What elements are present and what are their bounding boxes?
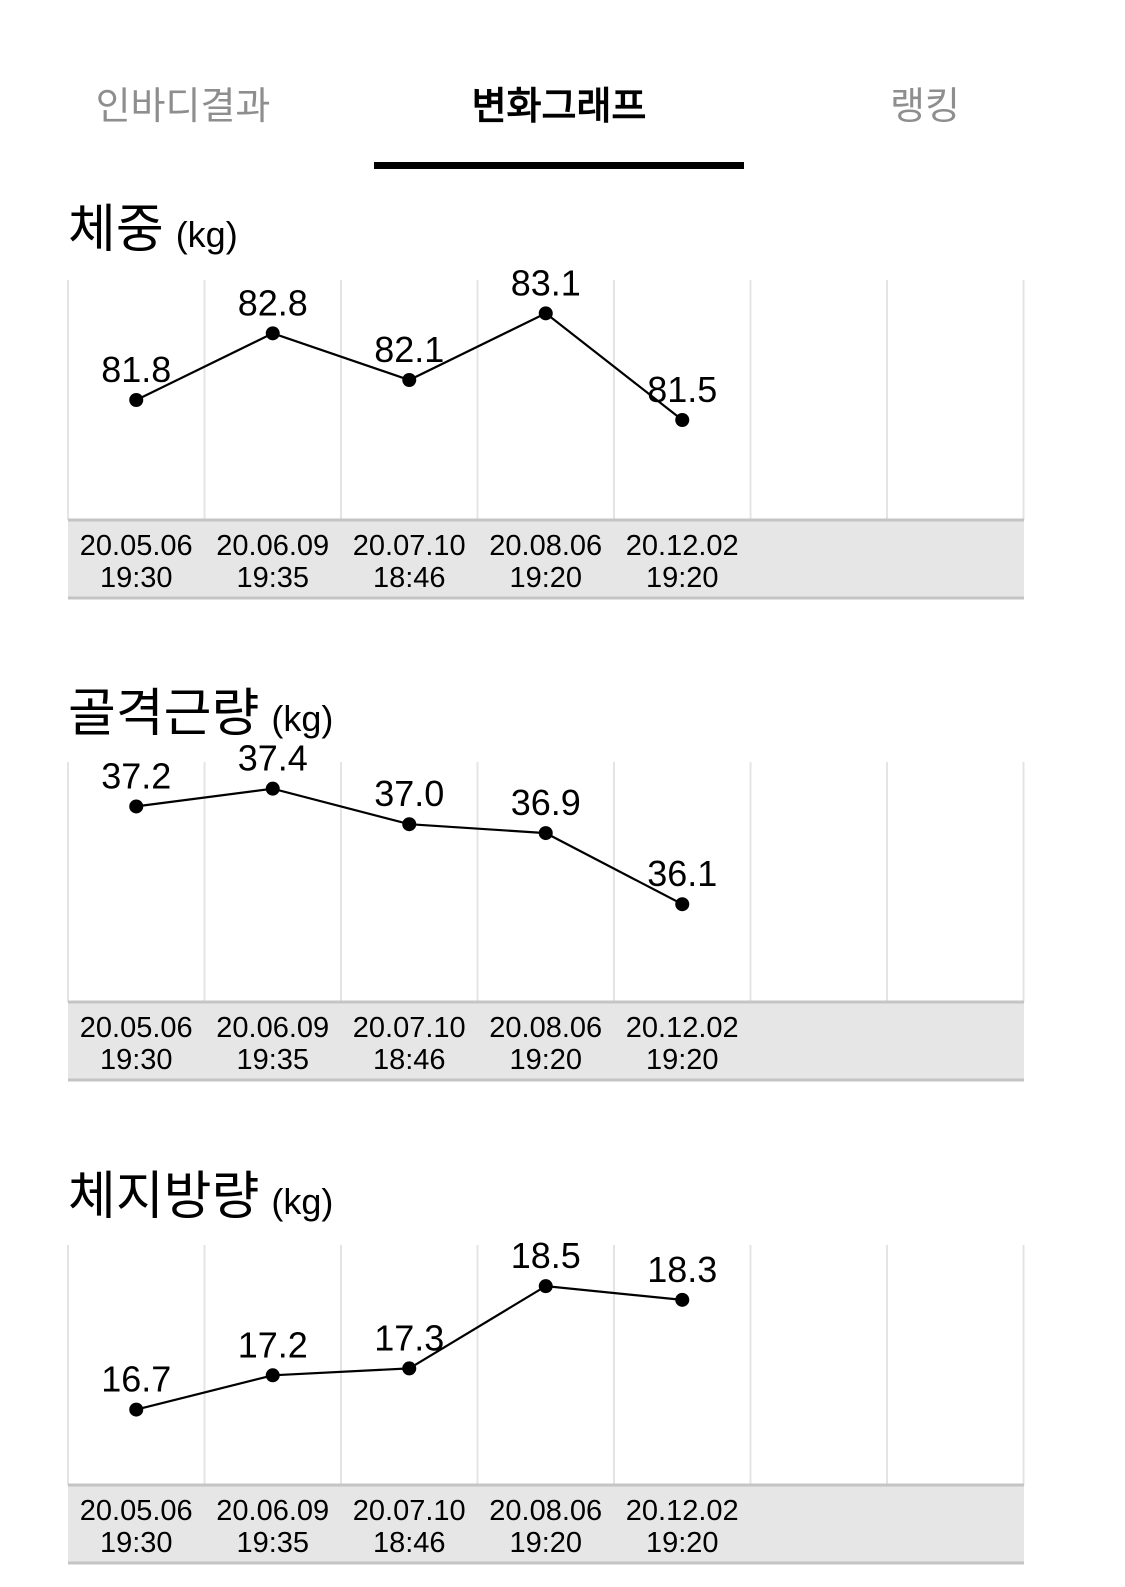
x-tick-time: 19:20 — [646, 562, 719, 594]
data-point — [402, 817, 417, 832]
chart-title: 체중 (kg) — [68, 196, 238, 269]
x-tick-time: 19:30 — [100, 1527, 173, 1559]
data-label: 83.1 — [511, 262, 581, 303]
active-tab-indicator — [374, 162, 744, 169]
data-label: 18.5 — [511, 1235, 581, 1276]
x-tick-time: 19:35 — [236, 1044, 309, 1076]
x-tick-time: 19:30 — [100, 1044, 173, 1076]
x-tick-time: 19:30 — [100, 562, 173, 594]
data-label: 18.3 — [647, 1249, 717, 1290]
x-tick-time: 19:20 — [646, 1527, 719, 1559]
x-tick-time: 18:46 — [373, 562, 446, 594]
data-label: 37.2 — [101, 755, 171, 796]
data-point — [675, 1292, 690, 1307]
x-tick-time: 19:35 — [236, 1527, 309, 1559]
data-point — [129, 1402, 144, 1417]
chart-unit: (kg) — [175, 214, 238, 255]
data-point — [265, 1368, 280, 1383]
x-tick-date: 20.05.06 — [80, 1012, 193, 1044]
data-point — [538, 1279, 553, 1294]
data-label: 17.3 — [374, 1317, 444, 1358]
x-tick-date: 20.07.10 — [353, 1012, 466, 1044]
x-tick-time: 19:20 — [509, 1527, 582, 1559]
data-point — [402, 1361, 417, 1376]
data-point — [265, 781, 280, 796]
tab-bar: 인바디결과 변화그래프 랭킹 — [0, 0, 1125, 172]
x-tick-time: 19:35 — [236, 562, 309, 594]
x-tick-date: 20.05.06 — [80, 530, 193, 562]
x-axis-band — [68, 1002, 1024, 1080]
tab-ranking[interactable]: 랭킹 — [890, 84, 960, 128]
chart-title-text: 골격근량 — [68, 684, 260, 744]
data-point — [538, 306, 553, 321]
data-point — [402, 373, 417, 387]
data-point — [538, 826, 553, 841]
x-tick-date: 20.08.06 — [489, 530, 602, 562]
x-tick-time: 19:20 — [509, 1044, 582, 1076]
x-tick-time: 19:20 — [646, 1044, 719, 1076]
data-label: 81.8 — [101, 349, 171, 390]
tab-change-graph[interactable]: 변화그래프 — [471, 84, 647, 128]
x-tick-date: 20.05.06 — [80, 1495, 193, 1527]
data-point — [675, 413, 690, 427]
x-tick-date: 20.12.02 — [626, 1495, 739, 1527]
data-label: 37.0 — [374, 773, 444, 814]
x-tick-date: 20.06.09 — [216, 1495, 329, 1527]
x-tick-date: 20.12.02 — [626, 1012, 739, 1044]
x-axis-band — [68, 1485, 1024, 1563]
chart-title-text: 체지방량 — [68, 1167, 260, 1227]
data-point — [129, 393, 144, 407]
tab-inbody-result[interactable]: 인바디결과 — [95, 84, 271, 128]
data-label: 17.2 — [238, 1324, 308, 1365]
data-label: 82.1 — [374, 329, 444, 370]
chart-title: 체지방량 (kg) — [68, 1163, 333, 1236]
data-label: 37.4 — [238, 738, 308, 779]
x-tick-time: 19:20 — [509, 562, 582, 594]
x-tick-date: 20.06.09 — [216, 530, 329, 562]
x-axis-band — [68, 520, 1024, 598]
chart-title: 골격근량 (kg) — [68, 680, 333, 753]
data-point — [265, 326, 280, 341]
x-tick-date: 20.07.10 — [353, 530, 466, 562]
x-tick-date: 20.07.10 — [353, 1495, 466, 1527]
data-label: 82.8 — [238, 282, 308, 323]
data-label: 16.7 — [101, 1359, 171, 1400]
chart-title-text: 체중 — [68, 200, 164, 260]
x-tick-date: 20.12.02 — [626, 530, 739, 562]
chart-unit: (kg) — [271, 698, 334, 739]
data-point — [129, 799, 144, 814]
data-point — [675, 897, 690, 912]
x-tick-date: 20.08.06 — [489, 1012, 602, 1044]
data-label: 81.5 — [647, 369, 717, 410]
x-tick-date: 20.08.06 — [489, 1495, 602, 1527]
chart-unit: (kg) — [271, 1181, 334, 1222]
data-label: 36.1 — [647, 853, 717, 894]
x-tick-time: 18:46 — [373, 1044, 446, 1076]
x-tick-date: 20.06.09 — [216, 1012, 329, 1044]
x-tick-time: 18:46 — [373, 1527, 446, 1559]
data-label: 36.9 — [511, 782, 581, 823]
